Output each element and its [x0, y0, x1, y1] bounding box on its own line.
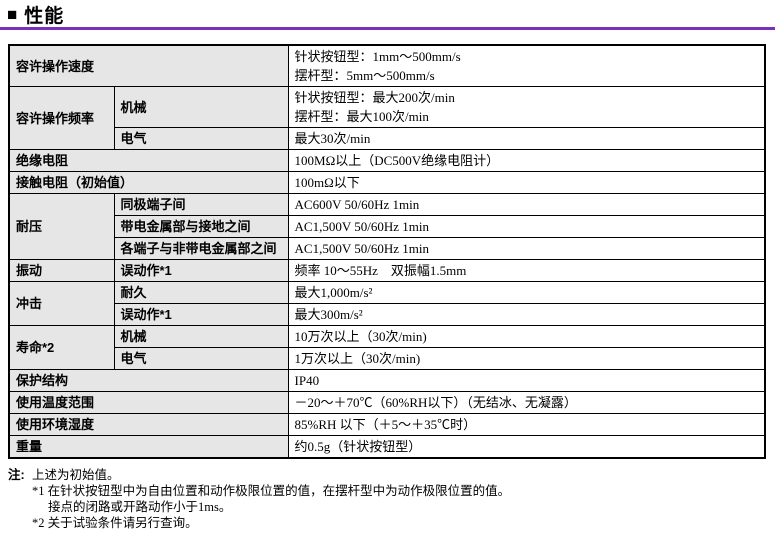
spec-label-cell: 使用环境湿度 [8, 413, 289, 436]
table-row: 使用环境湿度 85%RH 以下（＋5～＋35℃时） [8, 413, 766, 436]
note-text: 上述为初始值。 [32, 468, 120, 482]
spec-label-cell: 重量 [8, 435, 289, 459]
spec-value-cell: AC1,500V 50/60Hz 1min [287, 237, 766, 260]
note-marker: 注: [8, 468, 25, 482]
section-title: ■ 性能 [0, 0, 775, 27]
note-line: 注: 上述为初始值。 [8, 467, 775, 483]
spec-label-cell: 容许操作速度 [8, 44, 289, 87]
spec-sublabel-cell: 同极端子间 [113, 193, 289, 216]
spec-label-cell: 寿命*2 [8, 325, 115, 370]
table-row: 各端子与非带电金属部之间 AC1,500V 50/60Hz 1min [9, 237, 766, 260]
table-row: 电气 1万次以上（30次/min) [9, 347, 766, 370]
table-row: 振动 误动作*1 频率 10～55Hz 双振幅1.5mm [8, 259, 766, 282]
spec-sublabel-cell: 各端子与非带电金属部之间 [113, 237, 289, 260]
spec-value-cell: 约0.5g（针状按钮型） [287, 435, 766, 459]
table-row: 保护结构 IP40 [8, 369, 766, 392]
spec-value-cell: －20～＋70℃（60%RH以下）（无结冰、无凝露） [287, 391, 766, 414]
spec-value-cell: 针状按钮型：最大200次/min 摆杆型：最大100次/min [287, 86, 766, 128]
table-row: 误动作*1 最大300m/s² [9, 303, 766, 326]
spec-value-cell: 1万次以上（30次/min) [287, 347, 766, 370]
spec-label-cell: 绝缘电阻 [8, 149, 289, 172]
table-row: 电气 最大30次/min [9, 127, 766, 150]
note-line: *2 关于试验条件请另行查询。 [32, 516, 198, 530]
spec-label-cell: 使用温度范围 [8, 391, 289, 414]
notes: 注: 上述为初始值。 *1 在针状按钮型中为自由位置和动作极限位置的值，在摆杆型中为… [8, 467, 775, 531]
spec-value-cell: 最大1,000m/s² [287, 281, 766, 304]
table-row: 使用温度范围 －20～＋70℃（60%RH以下）（无结冰、无凝露） [8, 391, 766, 414]
spec-label-cell: 保护结构 [8, 369, 289, 392]
table-row: 绝缘电阻 100MΩ以上（DC500V绝缘电阻计） [8, 149, 766, 172]
spec-label-cell: 容许操作频率 [8, 86, 115, 150]
spec-sublabel-cell: 误动作*1 [113, 259, 289, 282]
table-row: 接触电阻（初始值） 100mΩ以下 [8, 171, 766, 194]
table-row: 带电金属部与接地之间 AC1,500V 50/60Hz 1min [9, 215, 766, 238]
spec-value-cell: 10万次以上（30次/min) [287, 325, 766, 348]
spec-value-cell: 100MΩ以上（DC500V绝缘电阻计） [287, 149, 766, 172]
spec-sublabel-cell: 机械 [113, 86, 289, 128]
note-line: 接点的闭路或开路动作小于1ms。 [48, 500, 232, 514]
spec-value-cell: IP40 [287, 369, 766, 392]
note-line: *1 在针状按钮型中为自由位置和动作极限位置的值，在摆杆型中为动作极限位置的值。 [32, 484, 511, 498]
spec-value-cell: 85%RH 以下（＋5～＋35℃时） [287, 413, 766, 436]
spec-value-cell: AC1,500V 50/60Hz 1min [287, 215, 766, 238]
spec-sublabel-cell: 耐久 [113, 281, 289, 304]
table-row: 耐压 同极端子间 AC600V 50/60Hz 1min [8, 193, 766, 260]
table-row: 容许操作频率 机械 针状按钮型：最大200次/min 摆杆型：最大100次/min [8, 86, 766, 150]
spec-sublabel-cell: 误动作*1 [113, 303, 289, 326]
spec-sublabel-cell: 电气 [113, 347, 289, 370]
spec-value-cell: 最大30次/min [287, 127, 766, 150]
page-title: 性能 [24, 5, 65, 27]
spec-sublabel-cell: 机械 [113, 325, 289, 348]
spec-label-cell: 耐压 [8, 193, 115, 260]
table-row: 冲击 耐久 最大1,000m/s² [8, 281, 766, 326]
spec-sublabel-cell: 电气 [113, 127, 289, 150]
table-row: 寿命*2 机械 10万次以上（30次/min) [8, 325, 766, 370]
square-bullet-icon: ■ [7, 4, 18, 24]
spec-value-cell: 100mΩ以下 [287, 171, 766, 194]
spec-label-cell: 接触电阻（初始值） [8, 171, 289, 194]
spec-value-cell: 最大300m/s² [287, 303, 766, 326]
accent-rule [0, 27, 775, 30]
spec-table: 容许操作速度 针状按钮型：1mm～500mm/s 摆杆型：5mm～500mm/s 容… [8, 44, 766, 459]
spec-value-cell: 频率 10～55Hz 双振幅1.5mm [287, 259, 766, 282]
spec-value-cell: AC600V 50/60Hz 1min [287, 193, 766, 216]
spec-sublabel-cell: 带电金属部与接地之间 [113, 215, 289, 238]
spec-label-cell: 冲击 [8, 281, 115, 326]
spec-label-cell: 振动 [8, 259, 115, 282]
spec-value-cell: 针状按钮型：1mm～500mm/s 摆杆型：5mm～500mm/s [287, 44, 766, 87]
table-row: 重量 约0.5g（针状按钮型） [8, 435, 766, 459]
table-row: 容许操作速度 针状按钮型：1mm～500mm/s 摆杆型：5mm～500mm/s [8, 44, 766, 87]
